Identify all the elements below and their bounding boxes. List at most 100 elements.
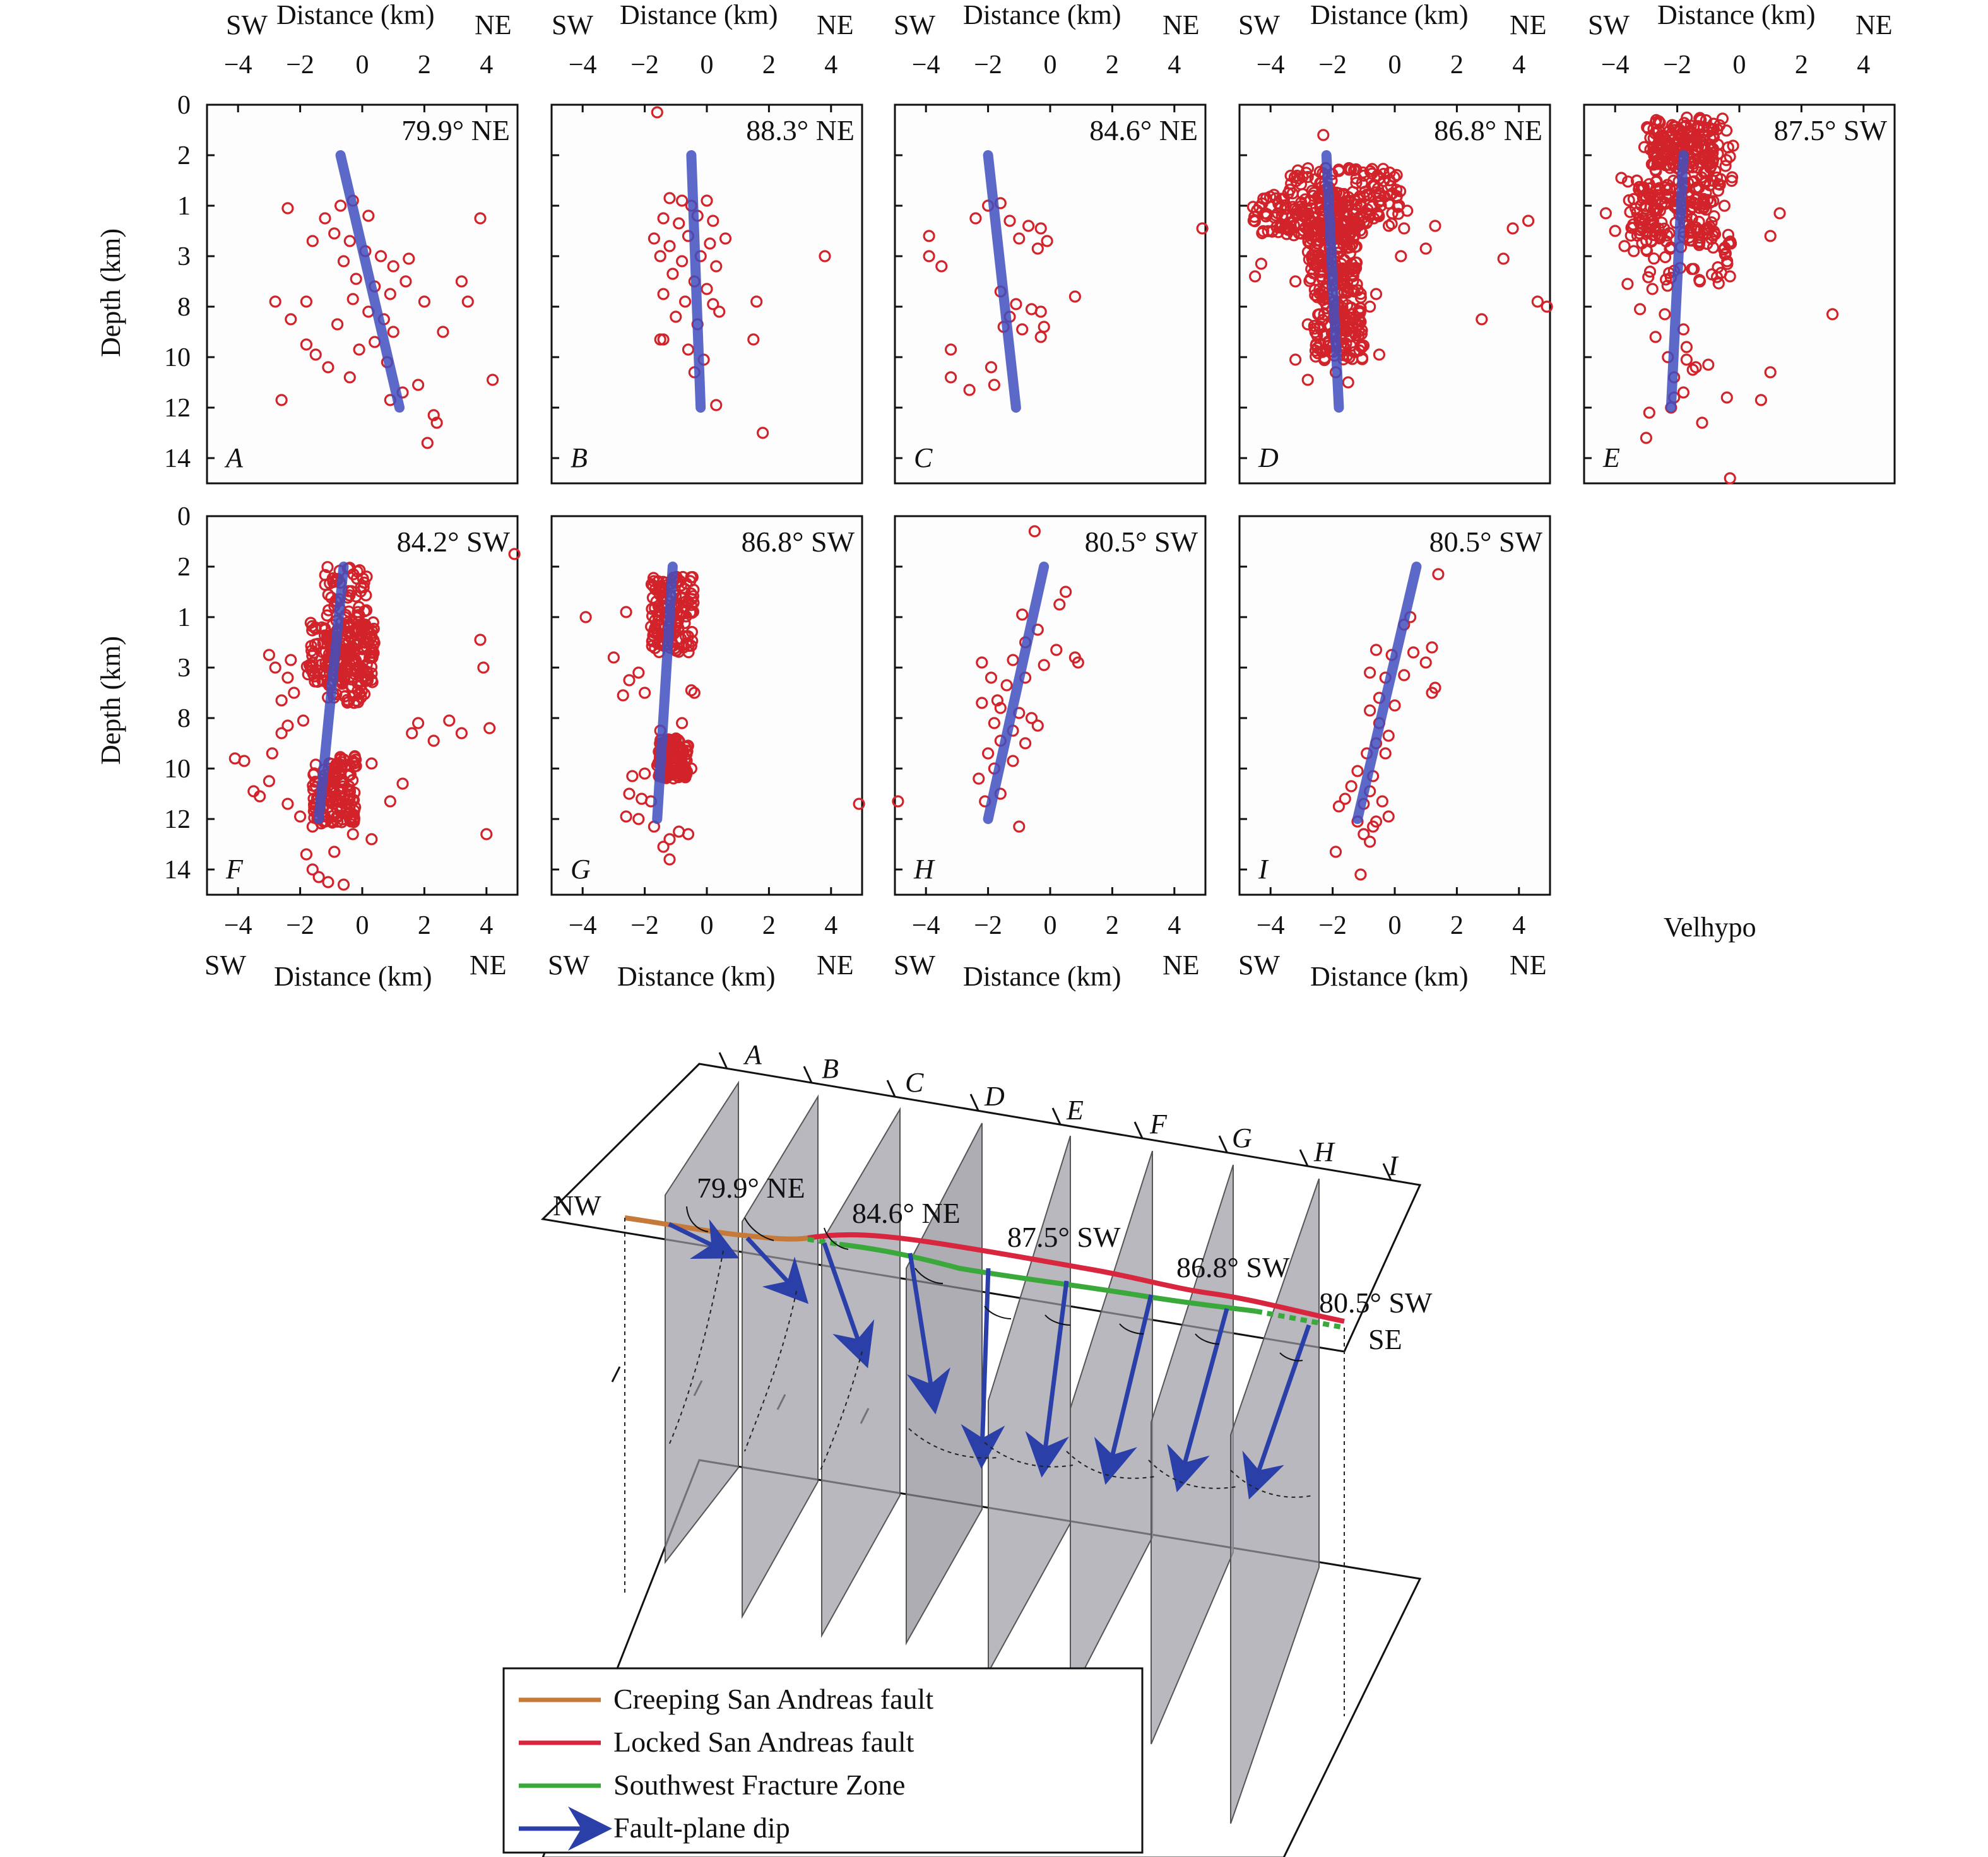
hypocenter-point xyxy=(1395,250,1407,262)
hypocenter-point xyxy=(1712,261,1724,274)
bottom-sw-label-g: SW xyxy=(548,950,589,981)
y-tick-label: 14 xyxy=(164,856,191,885)
hypocenter-point xyxy=(1019,737,1032,750)
hypocenter-point xyxy=(350,694,363,707)
hypocenter-point xyxy=(474,212,487,225)
hypocenter-point xyxy=(632,666,645,679)
hypocenter-point xyxy=(607,651,620,664)
dip-label: 88.3° NE xyxy=(746,114,855,146)
hypocenter-point xyxy=(1308,319,1320,333)
x-tick-label: 2 xyxy=(762,911,776,940)
hypocenter-point xyxy=(1645,234,1658,247)
hypocenter-point xyxy=(675,194,689,207)
x-tick-label: −4 xyxy=(224,50,252,80)
hypocenter-point xyxy=(508,548,521,560)
hypocenter-point xyxy=(418,295,431,308)
hypocenter-point xyxy=(1344,241,1356,254)
hypocenter-point xyxy=(1754,394,1767,406)
hypocenter-point xyxy=(650,595,663,608)
hypocenter-point xyxy=(328,227,341,240)
section-labels: A B C D E F G H I xyxy=(743,1039,1399,1181)
hypocenter-point xyxy=(1350,172,1363,185)
hypocenter-point xyxy=(340,658,353,671)
hypocenter-point xyxy=(1432,568,1445,581)
panel-f: 84.2° SW F −4 −2 0 2 4 0 2 1 3 8 10 12 14 xyxy=(164,502,521,940)
hypocenter-point xyxy=(281,719,294,732)
hypocenter-point xyxy=(682,343,695,356)
hypocenter-point xyxy=(340,758,353,771)
hypocenter-point xyxy=(1506,222,1519,235)
hypocenter-point xyxy=(305,640,317,652)
panel-frame xyxy=(894,515,1207,896)
panel-frame xyxy=(1238,103,1551,485)
hypocenter-point xyxy=(1364,835,1376,848)
y-tick-label: 1 xyxy=(177,192,191,221)
section-label-b: B xyxy=(822,1053,839,1084)
hypocenter-point xyxy=(1624,206,1636,218)
x-tick-label: 2 xyxy=(1450,50,1464,80)
hypocenter-point xyxy=(1028,525,1041,538)
hypocenter-point xyxy=(1318,351,1331,365)
hypocenter-point xyxy=(309,621,322,634)
hypocenter-point xyxy=(1696,197,1709,209)
hypocenter-point xyxy=(1016,608,1029,621)
hypocenter-point xyxy=(365,833,378,846)
hypocenter-point xyxy=(1764,230,1777,242)
hypocenter-point xyxy=(1301,170,1314,184)
hypocenter-point xyxy=(985,361,998,374)
section-label-c: C xyxy=(905,1067,924,1098)
hypocenter-point xyxy=(1407,646,1420,659)
hypocenter-point xyxy=(1031,242,1044,255)
hypocenter-point xyxy=(355,671,369,683)
top-xlabel-b: Distance (km) xyxy=(620,0,778,30)
hypocenter-point xyxy=(1310,217,1323,230)
hypocenter-point xyxy=(1718,199,1731,212)
hypocenter-point xyxy=(617,689,629,702)
hypocenter-point xyxy=(657,212,670,225)
hypocenter-point xyxy=(346,293,359,305)
hypocenter-point xyxy=(1643,265,1657,278)
hypocenter-point xyxy=(1638,189,1651,202)
hypocenter-point xyxy=(461,295,474,308)
hypocenter-point xyxy=(756,427,769,439)
hypocenter-point xyxy=(1332,800,1345,813)
hypocenter-point xyxy=(1690,183,1703,196)
hypocenter-point xyxy=(1633,213,1645,225)
panel-letter: E xyxy=(1602,442,1620,473)
hypocenter-point xyxy=(976,656,988,669)
hypocenter-point xyxy=(1354,315,1367,328)
panel-letter: H xyxy=(913,854,935,885)
hypocenter-point xyxy=(341,784,354,796)
hypocenter-point xyxy=(647,572,660,584)
panel-letter: I xyxy=(1258,854,1269,885)
hypocenter-point xyxy=(1294,200,1307,213)
hypocenter-point xyxy=(1316,314,1329,326)
panel-letter: D xyxy=(1258,442,1279,473)
hypocenter-point xyxy=(294,810,307,823)
hypocenter-point xyxy=(477,661,490,674)
x-tick-label: 4 xyxy=(1168,911,1181,940)
hypocenter-point xyxy=(963,384,976,396)
hypocenter-point xyxy=(678,616,691,630)
hypocenter-point xyxy=(675,255,689,268)
hypocenter-point xyxy=(1721,255,1734,268)
hypocenter-point xyxy=(1348,346,1361,358)
hypocenter-point xyxy=(403,252,415,265)
hypocenter-point xyxy=(275,727,288,740)
hypocenter-point xyxy=(1497,252,1510,265)
hypocenter-point xyxy=(1720,391,1733,404)
hypocenter-point xyxy=(1003,215,1016,227)
hypocenter-point xyxy=(1615,172,1628,184)
hypocenter-point xyxy=(663,853,676,866)
top-sw-label-d: SW xyxy=(1238,9,1280,40)
bottom-xlabel-h: Distance (km) xyxy=(963,961,1121,992)
hypocenter-point xyxy=(322,604,335,616)
hypocenter-point xyxy=(747,333,760,346)
hypocenter-point xyxy=(1301,162,1315,175)
hypocenter-point xyxy=(306,863,319,876)
hypocenter-point xyxy=(1700,114,1712,127)
hypocenter-point xyxy=(1726,171,1739,184)
panel-frame xyxy=(206,103,519,485)
panel-frame xyxy=(550,515,863,896)
hypocenter-point xyxy=(353,343,365,356)
